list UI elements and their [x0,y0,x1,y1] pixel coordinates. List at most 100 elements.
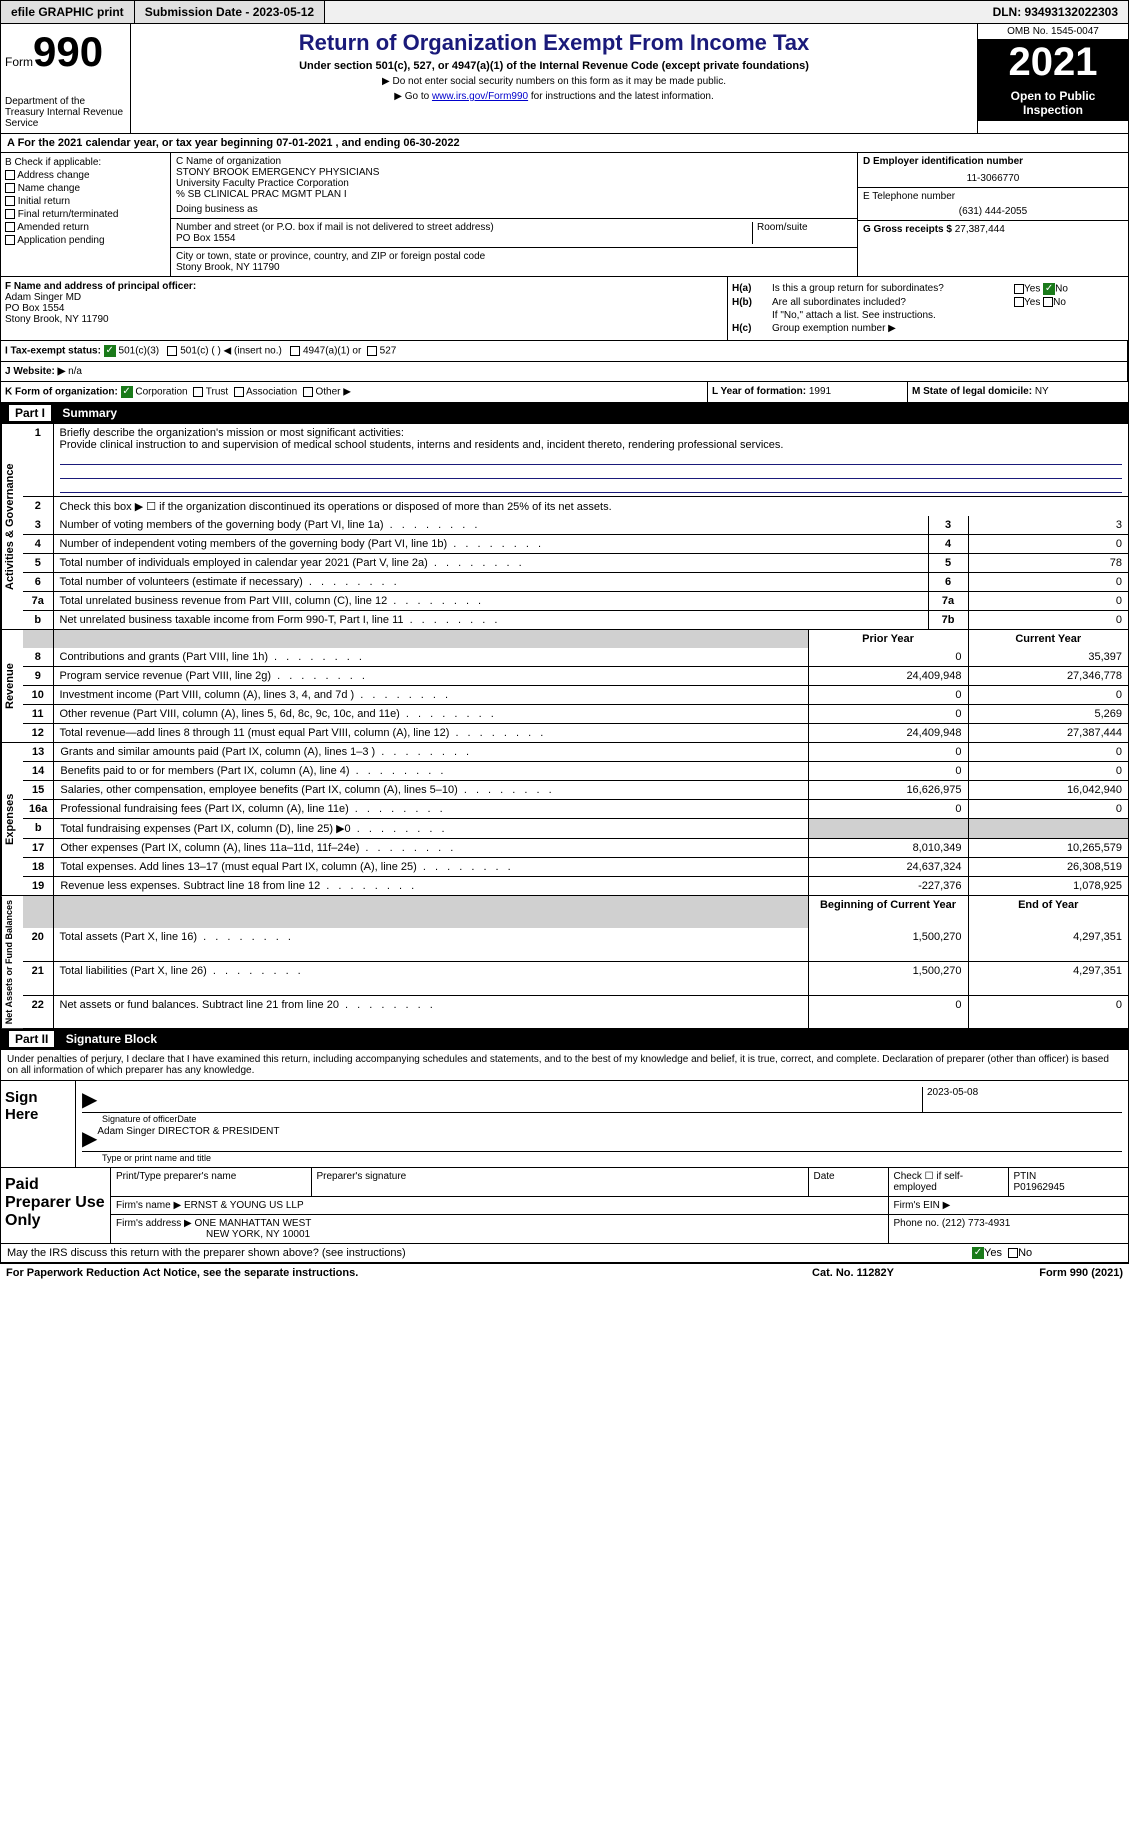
checkbox-ha-yes[interactable] [1014,284,1024,294]
checkbox-final-return[interactable] [5,209,15,219]
l-label: L Year of formation: [712,386,806,397]
instructions-note: ▶ Go to www.irs.gov/Form990 for instruct… [137,91,971,102]
tax-year-num: 2021 [978,40,1128,85]
blank [23,630,53,648]
checkbox-corporation[interactable]: ✓ [121,386,133,398]
prior-value: 24,409,948 [808,667,968,686]
formation-year: 1991 [809,386,831,397]
lbl-trust: Trust [206,387,228,398]
irs-link[interactable]: www.irs.gov/Form990 [432,91,528,102]
lbl-yes-2: Yes [1024,297,1040,308]
line-num: 12 [23,724,53,743]
prior-value: 0 [808,686,968,705]
checkbox-application-pending[interactable] [5,235,15,245]
checkbox-address-change[interactable] [5,170,15,180]
checkbox-501c[interactable] [167,346,177,356]
ein-label: D Employer identification number [863,156,1123,167]
website-value: n/a [68,366,82,377]
discuss-text: May the IRS discuss this return with the… [7,1247,972,1259]
prior-value: 0 [808,743,968,762]
part1-title: Summary [62,406,117,420]
efile-print-button[interactable]: efile GRAPHIC print [1,1,135,23]
checkbox-discuss-no[interactable] [1008,1248,1018,1258]
lbl-initial-return: Initial return [18,196,70,207]
cat-number: Cat. No. 11282Y [763,1267,943,1279]
sig-date-label: Date [177,1114,377,1124]
sig-date: 2023-05-08 [922,1087,1122,1112]
checkbox-association[interactable] [234,387,244,397]
part2-title: Signature Block [66,1032,157,1046]
lbl-association: Association [246,387,297,398]
i-label: I Tax-exempt status: [5,346,101,357]
current-value: 26,308,519 [968,858,1128,877]
tel-value: (631) 444-2055 [863,206,1123,217]
line-label: Total unrelated business revenue from Pa… [53,592,928,611]
form-footer-id: Form 990 (2021) [943,1267,1123,1279]
line-num: 20 [23,928,53,961]
checkbox-527[interactable] [367,346,377,356]
line-num: 16a [23,800,54,819]
submission-date: Submission Date - 2023-05-12 [135,1,325,23]
prior-value [808,819,968,839]
checkbox-discuss-yes[interactable]: ✓ [972,1247,984,1259]
line-value: 0 [968,611,1128,630]
lbl-527: 527 [380,346,397,357]
activities-table: 1 Briefly describe the organization's mi… [23,424,1128,629]
topbar: efile GRAPHIC print Submission Date - 20… [0,0,1129,24]
note-post: for instructions and the latest informat… [528,91,714,102]
sign-here-label: Sign Here [1,1081,76,1167]
checkbox-trust[interactable] [193,387,203,397]
gross-value: 27,387,444 [955,224,1005,235]
line-label: Total revenue—add lines 8 through 11 (mu… [53,724,808,743]
current-value: 0 [968,743,1128,762]
checkbox-amended-return[interactable] [5,222,15,232]
netassets-table: Beginning of Current Year End of Year 20… [23,896,1128,1028]
expenses-table: 13 Grants and similar amounts paid (Part… [23,743,1128,895]
checkbox-other[interactable] [303,387,313,397]
prior-value: 0 [808,800,968,819]
lbl-application-pending: Application pending [17,235,104,246]
checkbox-initial-return[interactable] [5,196,15,206]
open-inspection: Open to Public Inspection [978,85,1128,121]
checkbox-ha-no[interactable]: ✓ [1043,283,1055,295]
prior-value: 8,010,349 [808,839,968,858]
gross-label: G Gross receipts $ [863,224,952,235]
lbl-no-2: No [1053,297,1066,308]
line-num: 21 [23,961,53,995]
prior-value: 24,409,948 [808,724,968,743]
form-subtitle: Under section 501(c), 527, or 4947(a)(1)… [137,60,971,72]
officer-addr2: Stony Brook, NY 11790 [5,314,723,325]
lbl-no: No [1018,1247,1032,1259]
hb-text: Are all subordinates included? [772,297,1014,308]
line-value: 78 [968,554,1128,573]
b-title: B Check if applicable: [5,157,166,168]
line2-text: Check this box ▶ ☐ if the organization d… [53,497,1128,517]
prior-value: 0 [808,995,968,1028]
section-m: M State of legal domicile: NY [908,382,1128,402]
info-grid: B Check if applicable: Address change Na… [0,153,1129,277]
expenses-block: Expenses 13 Grants and similar amounts p… [0,743,1129,896]
arrow-icon: ▶ [82,1087,97,1112]
officer-signature-field[interactable] [97,1087,922,1112]
line-num: 5 [23,554,53,573]
firm-ein-label: Firm's EIN ▶ [888,1197,1128,1215]
form-title: Return of Organization Exempt From Incom… [137,30,971,56]
line-num: b [23,819,54,839]
current-year-hdr: Current Year [968,630,1128,648]
checkbox-4947[interactable] [290,346,300,356]
checkbox-hb-no[interactable] [1043,297,1053,307]
checkbox-501c3[interactable]: ✓ [104,345,116,357]
klm-row: K Form of organization: ✓ Corporation Tr… [0,382,1129,403]
line-label: Total fundraising expenses (Part IX, col… [54,819,808,839]
m-label: M State of legal domicile: [912,386,1032,397]
prior-year-hdr: Prior Year [808,630,968,648]
preparer-table: Print/Type preparer's name Preparer's si… [111,1168,1128,1243]
lbl-501c: 501(c) ( ) ◀ (insert no.) [180,346,282,357]
checkbox-hb-yes[interactable] [1014,297,1024,307]
arrow-icon: ▶ [82,1126,97,1151]
prior-value: 1,500,270 [808,961,968,995]
checkbox-name-change[interactable] [5,183,15,193]
discuss-row: May the IRS discuss this return with the… [0,1244,1129,1263]
line-label: Total number of individuals employed in … [53,554,928,573]
line-label: Contributions and grants (Part VIII, lin… [53,648,808,667]
